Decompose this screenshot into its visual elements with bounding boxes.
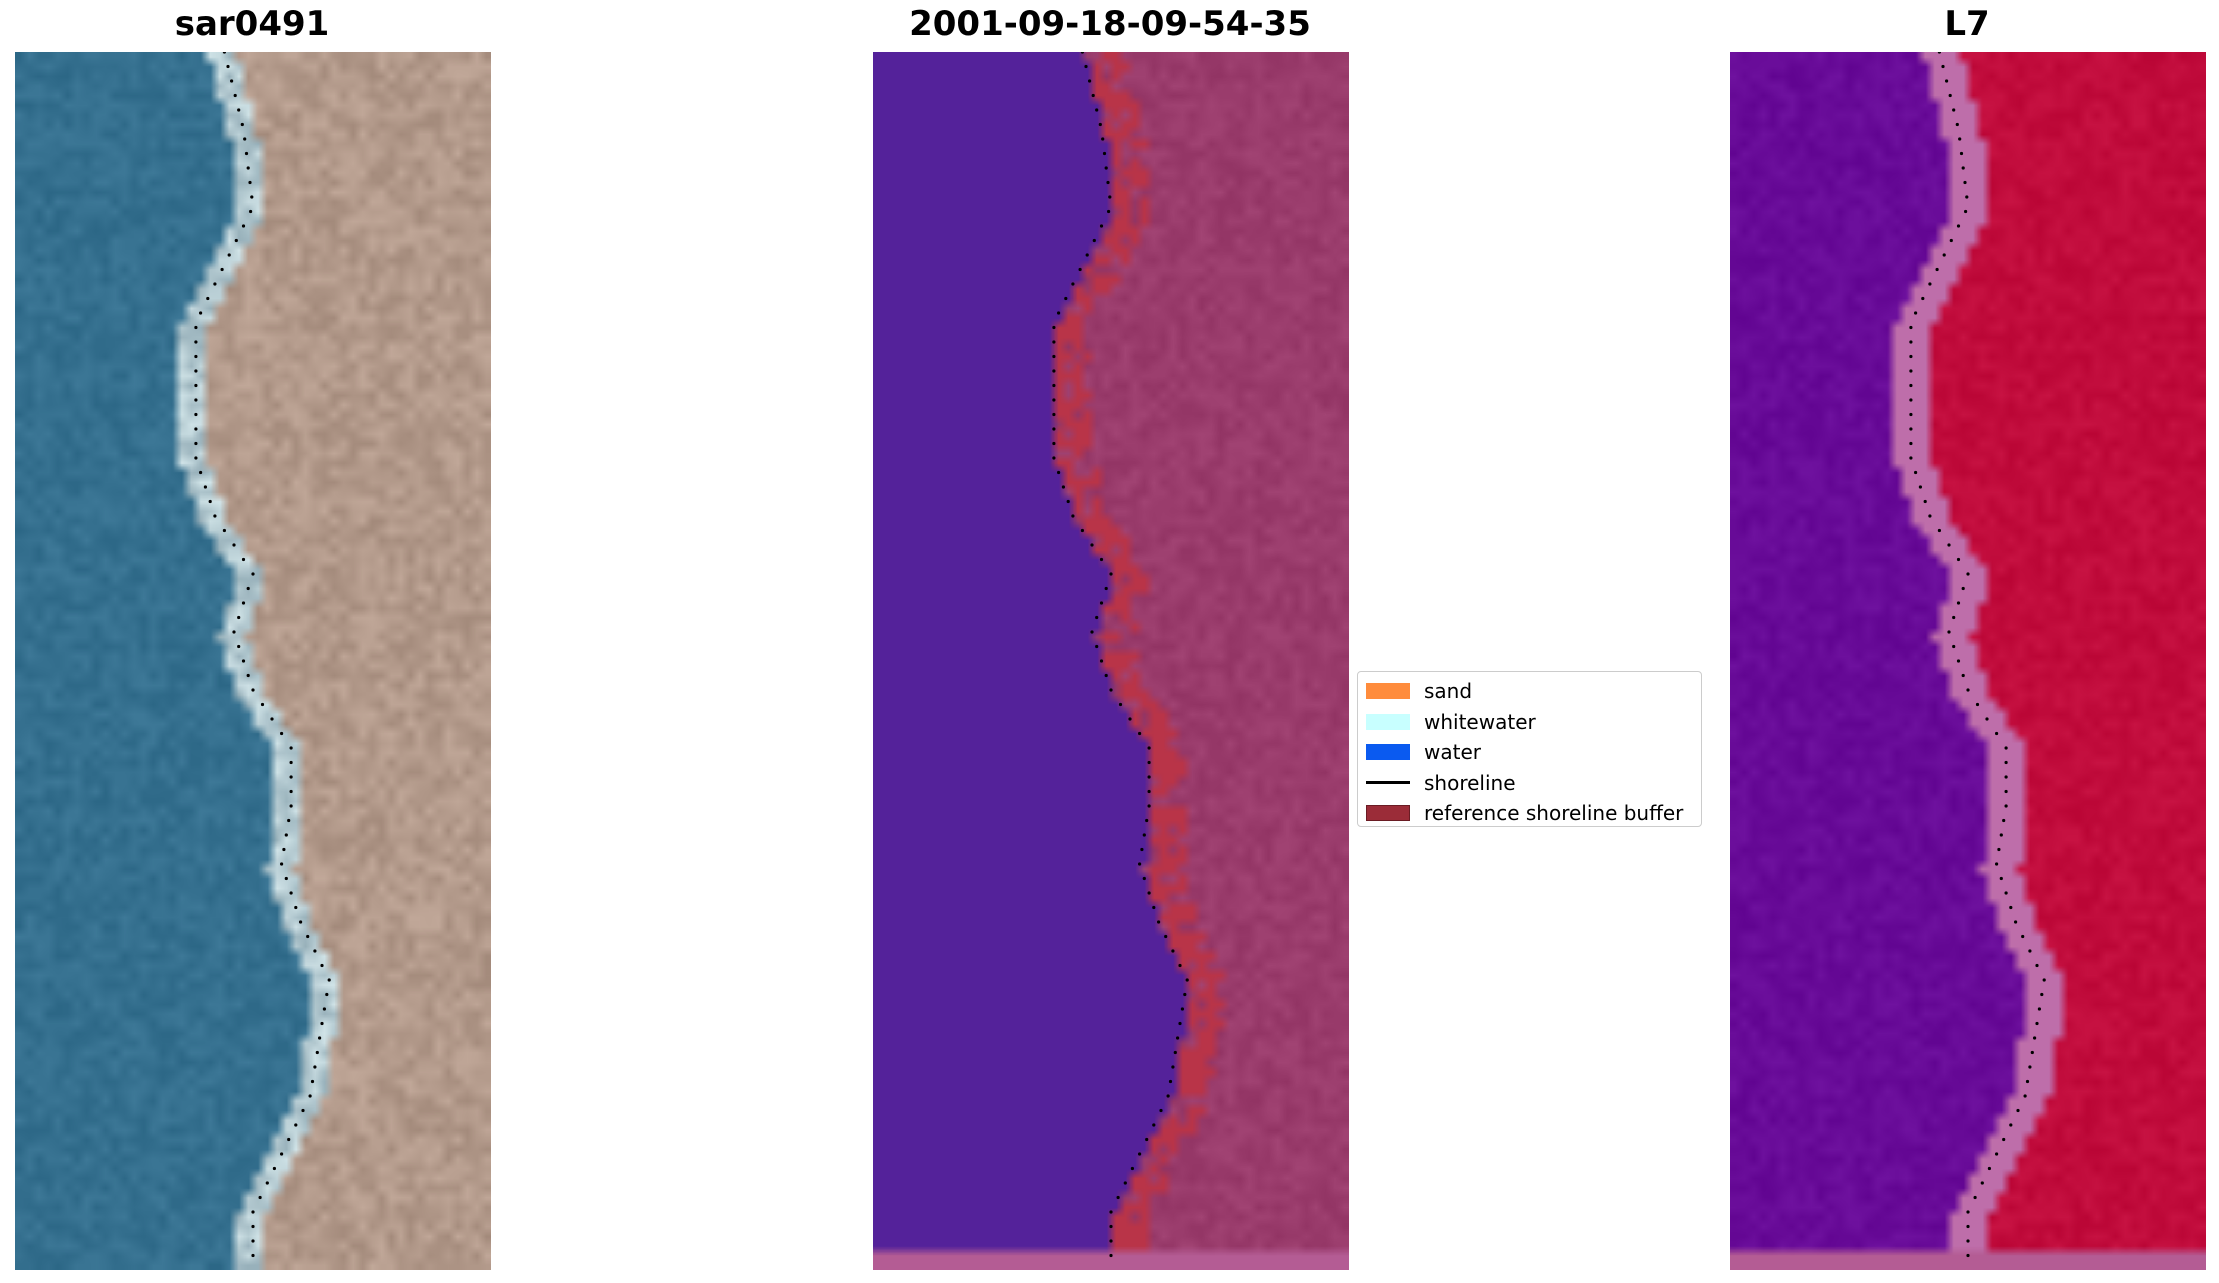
reference-buffer-swatch — [1366, 805, 1410, 822]
water-swatch — [1366, 744, 1410, 761]
legend-label: whitewater — [1424, 709, 1536, 734]
index-image — [1730, 52, 2206, 1270]
panel-title-date: 2001-09-18-09-54-35 — [909, 4, 1311, 44]
classified-image-panel — [873, 52, 1349, 1270]
legend-item-reference-buffer: reference shoreline buffer — [1358, 798, 1701, 829]
legend-item-water: water — [1358, 737, 1701, 768]
classified-image — [873, 52, 1349, 1270]
index-image-panel — [1730, 52, 2206, 1270]
rgb-image-panel — [15, 52, 491, 1270]
shoreline-line-sample — [1366, 781, 1410, 785]
legend-item-sand: sand — [1358, 676, 1701, 707]
panel-title-rgb: sar0491 — [174, 4, 330, 44]
legend-label: reference shoreline buffer — [1424, 801, 1684, 826]
legend-item-shoreline: shoreline — [1358, 768, 1701, 799]
legend-label: shoreline — [1424, 770, 1516, 795]
panel-title-satellite: L7 — [1944, 4, 1990, 44]
legend-label: sand — [1424, 679, 1473, 704]
legend-label: water — [1424, 740, 1481, 765]
whitewater-swatch — [1366, 713, 1410, 730]
legend: sand whitewater water shoreline referenc… — [1357, 671, 1702, 827]
legend-item-whitewater: whitewater — [1358, 707, 1701, 738]
rgb-satellite-image — [15, 52, 491, 1270]
sand-swatch — [1366, 683, 1410, 700]
